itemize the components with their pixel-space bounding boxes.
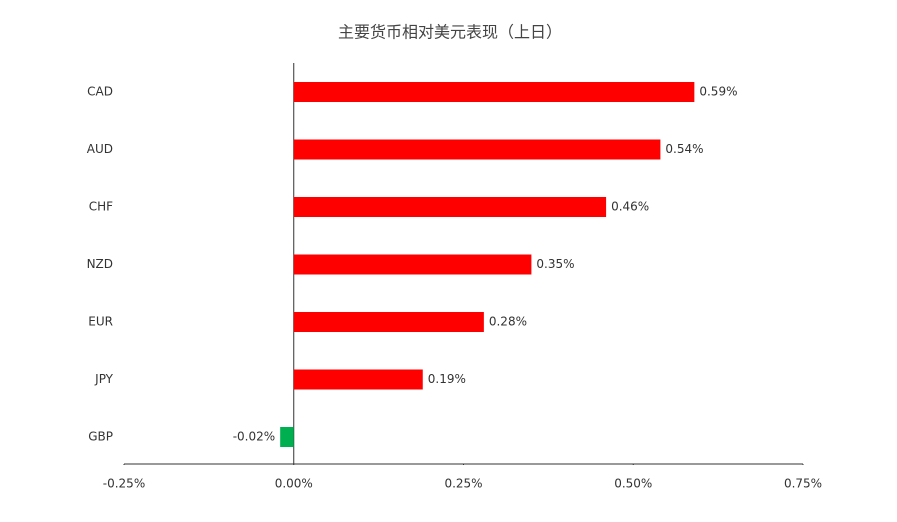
x-tick-label: 0.25% bbox=[444, 477, 482, 491]
bar bbox=[293, 197, 607, 217]
bar bbox=[293, 82, 695, 102]
x-tick-label: -0.25% bbox=[103, 477, 145, 491]
chart-title: 主要货币相对美元表现（上日） bbox=[338, 23, 562, 42]
value-label: 0.46% bbox=[611, 200, 649, 214]
value-label: 0.54% bbox=[665, 142, 703, 156]
value-label: 0.28% bbox=[489, 315, 527, 329]
bar bbox=[293, 139, 661, 160]
value-label: 0.59% bbox=[699, 85, 737, 99]
x-tick-label: 0.75% bbox=[784, 477, 822, 491]
bar bbox=[293, 254, 532, 275]
value-label: -0.02% bbox=[233, 430, 275, 444]
y-tick-label: CAD bbox=[87, 85, 113, 99]
y-tick-label: JPY bbox=[94, 372, 114, 386]
value-label: 0.35% bbox=[536, 257, 574, 271]
bar bbox=[293, 312, 484, 332]
value-label: 0.19% bbox=[428, 372, 466, 386]
y-tick-label: EUR bbox=[88, 315, 113, 329]
y-tick-label: NZD bbox=[87, 257, 113, 271]
x-tick-label: 0.00% bbox=[275, 477, 313, 491]
bar bbox=[293, 369, 423, 390]
x-tick-label: 0.50% bbox=[614, 477, 652, 491]
y-tick-label: AUD bbox=[87, 142, 113, 156]
y-tick-label: CHF bbox=[89, 200, 113, 214]
y-tick-label: GBP bbox=[88, 430, 113, 444]
bar bbox=[280, 427, 294, 447]
